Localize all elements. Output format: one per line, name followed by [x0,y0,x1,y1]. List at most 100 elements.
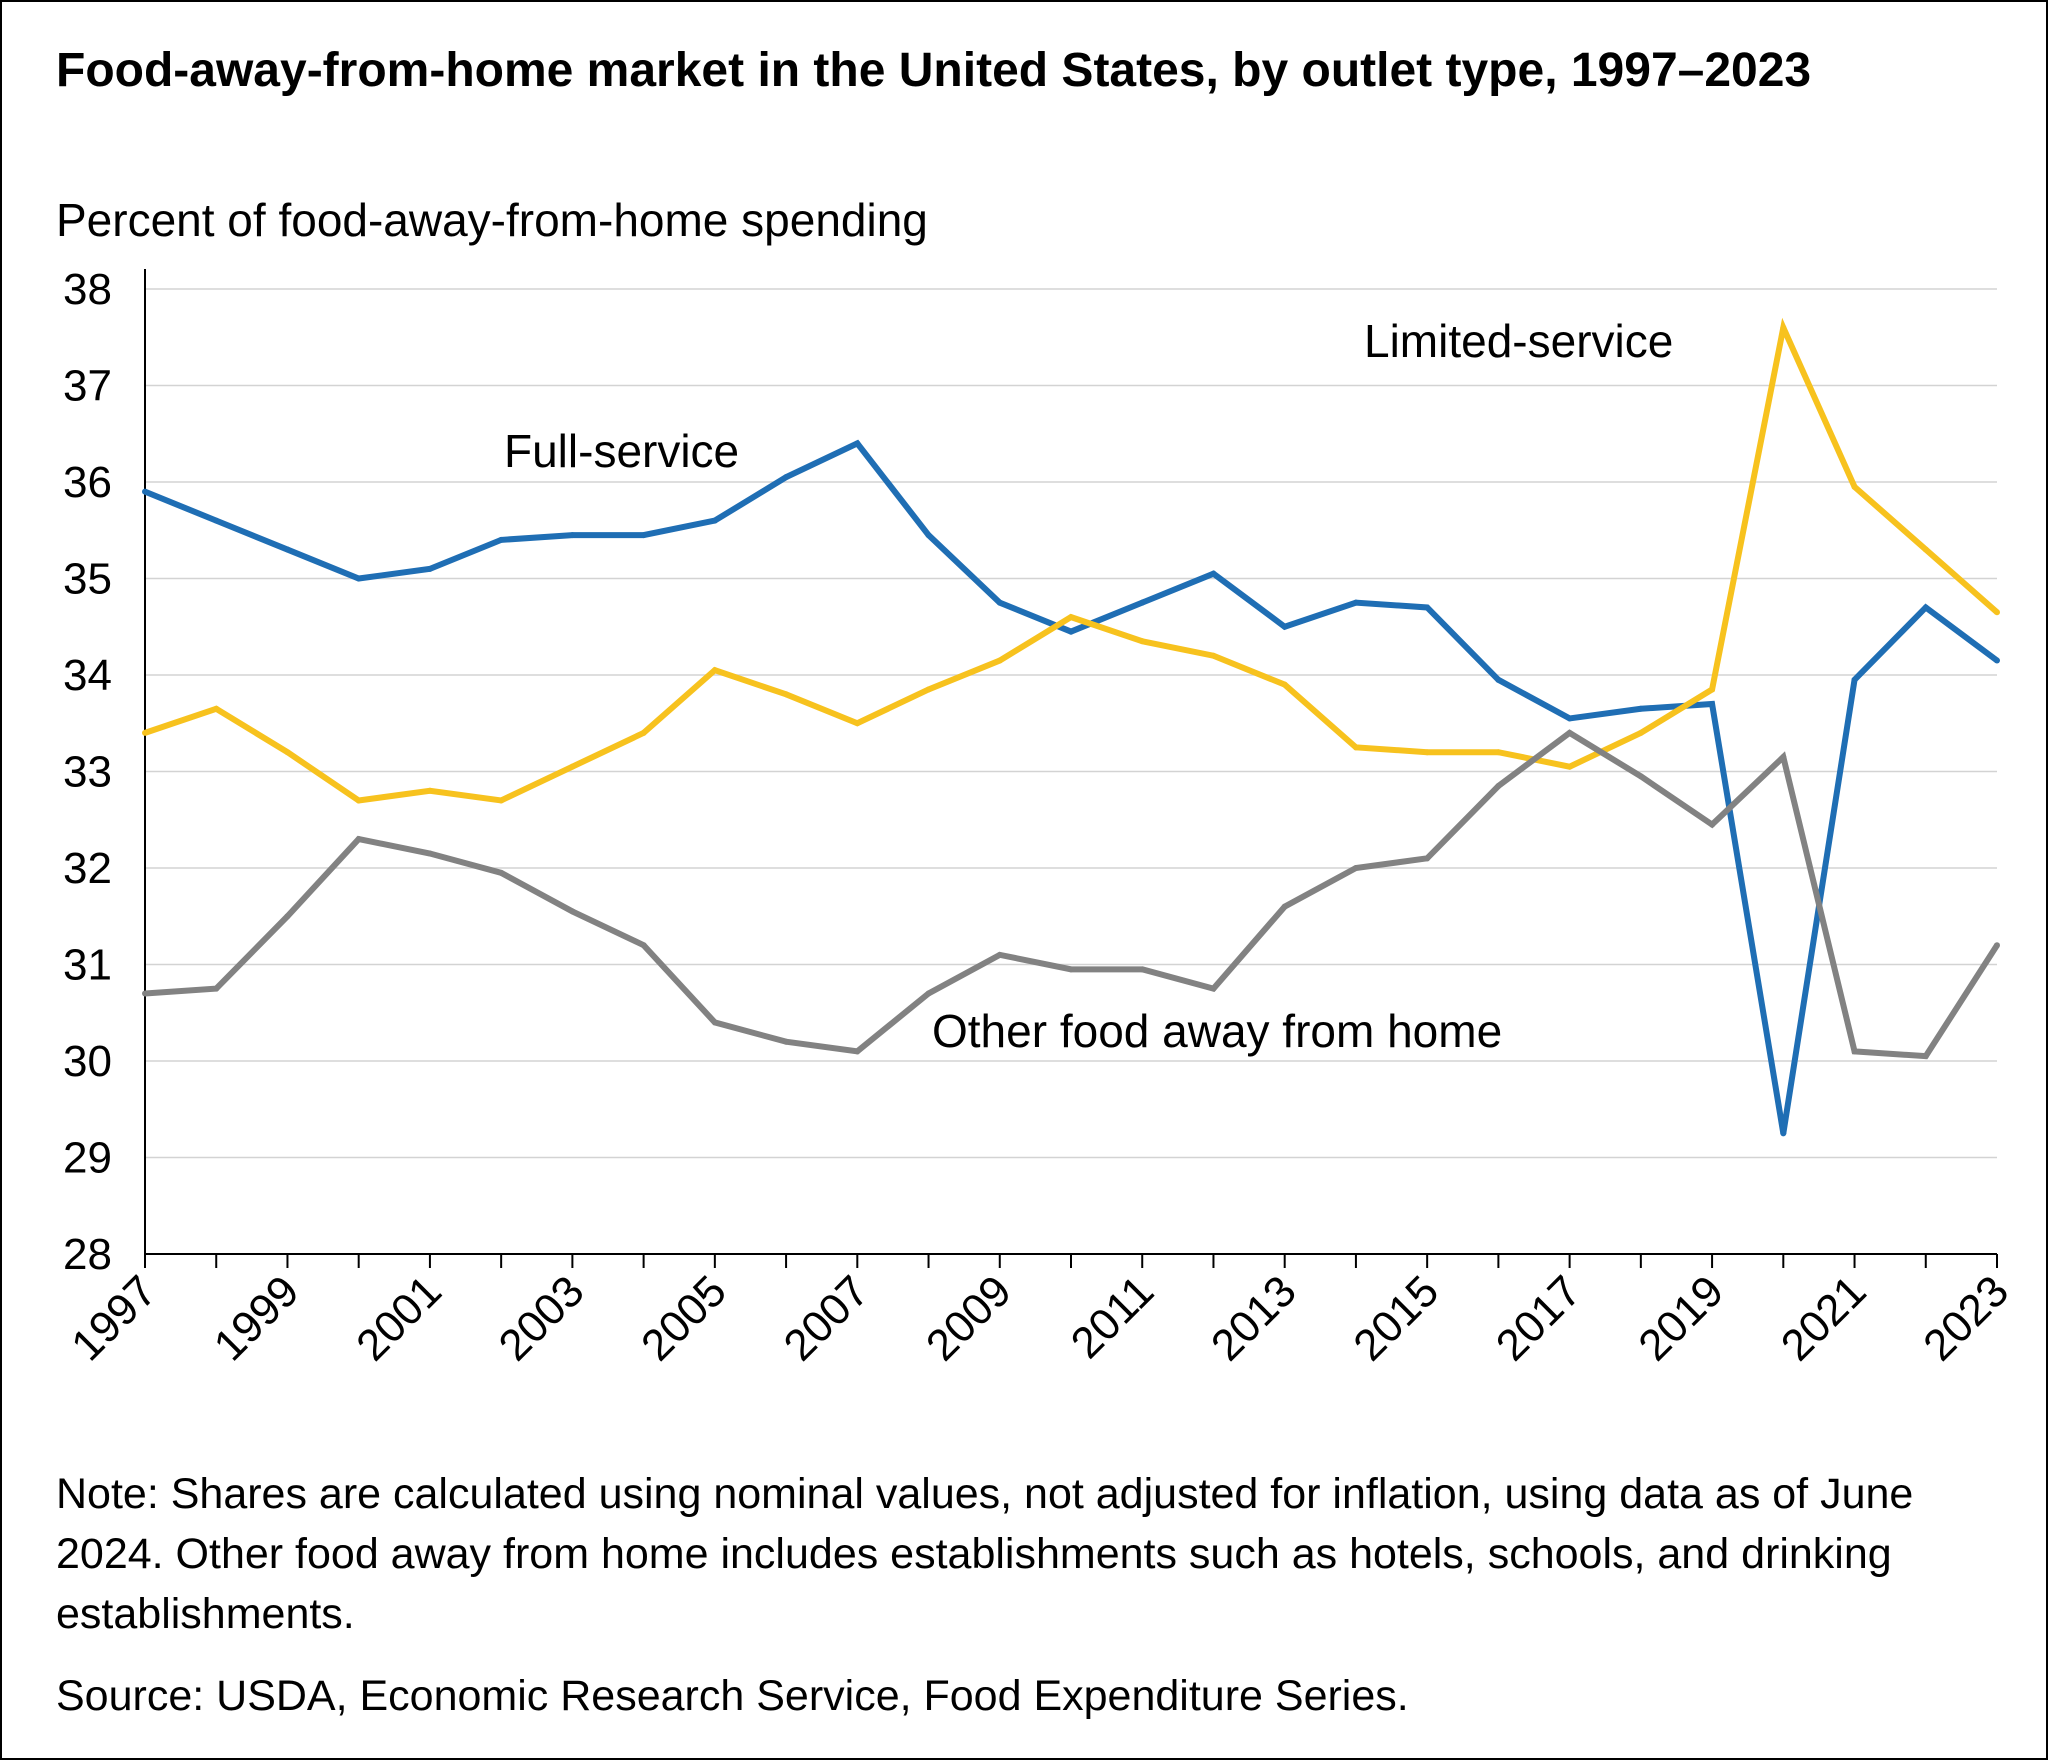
x-tick-label-1999: 1999 [205,1266,309,1370]
y-tick-label-36: 36 [63,458,112,507]
series-label-2: Other food away from home [932,1005,1502,1057]
data-point-2-2014 [1352,865,1359,871]
x-tick-label-2017: 2017 [1487,1266,1591,1370]
chart-note: Note: Shares are calculated using nomina… [56,1470,1914,1638]
data-point-2-2010 [1068,966,1074,973]
y-tick-label-31: 31 [63,941,112,990]
data-point-1-2001 [426,787,433,794]
data-point-1-2020 [1780,324,1787,331]
data-point-0-2019 [1709,700,1716,707]
data-point-0-1997 [142,488,148,495]
data-point-1-2013 [1281,681,1288,688]
x-tick-label-2003: 2003 [490,1266,594,1370]
data-point-0-2006 [783,474,790,481]
data-point-1-1998 [213,705,220,712]
data-point-2-1998 [213,985,220,992]
data-point-2-2000 [355,836,362,843]
data-point-2-2005 [711,1019,718,1026]
y-tick-label-38: 38 [63,265,112,314]
data-point-2-2023 [1994,942,2000,949]
data-point-2-2017 [1566,729,1573,736]
series-labels: Full-service Limited-service Other food aw… [504,315,1673,1057]
x-tick-label-2021: 2021 [1772,1266,1876,1370]
data-point-2-2001 [426,850,433,857]
data-point-1-2016 [1495,749,1502,756]
data-point-1-1997 [142,729,148,736]
y-tick-label-28: 28 [63,1230,112,1279]
data-point-1-2021 [1851,483,1858,490]
data-point-2-2009 [996,951,1003,958]
data-point-2-2011 [1139,966,1146,973]
x-tick-label-1997: 1997 [62,1266,166,1370]
data-point-1-2007 [854,720,861,727]
x-tick-label-2013: 2013 [1202,1266,1306,1370]
data-point-2-2004 [640,942,647,949]
data-point-0-2000 [355,575,362,582]
data-point-0-2007 [854,440,861,447]
data-point-2-2012 [1210,985,1217,992]
data-point-0-1999 [284,546,291,553]
data-point-0-2010 [1068,628,1074,635]
x-tick-label-2011: 2011 [1062,1266,1164,1368]
data-point-2-2007 [854,1048,861,1055]
data-point-0-2017 [1566,715,1573,722]
data-point-2-2013 [1281,903,1288,910]
data-point-0-1998 [213,517,220,524]
data-point-0-2011 [1139,599,1146,606]
data-point-1-2003 [569,763,576,770]
data-point-0-2004 [640,532,647,539]
y-tick-label-32: 32 [63,844,112,893]
x-tick-label-2015: 2015 [1344,1266,1448,1370]
gridlines [145,288,1997,1159]
data-point-1-2018 [1637,729,1644,736]
x-tick-label-2007: 2007 [775,1266,879,1370]
data-point-2-2020 [1780,754,1787,761]
y-tick-label-33: 33 [63,748,112,797]
data-point-0-2023 [1994,657,2000,664]
x-tick-label-2023: 2023 [1914,1266,2018,1370]
data-point-2-2021 [1851,1048,1858,1055]
data-point-1-2005 [711,667,718,674]
data-point-1-2008 [925,686,932,693]
y-tick-label-37: 37 [63,362,112,411]
data-point-1-2004 [640,729,647,736]
data-point-0-2015 [1424,604,1431,611]
data-point-2-2008 [925,990,932,997]
x-tick-label-2009: 2009 [917,1266,1021,1370]
data-point-2-1997 [142,990,148,997]
data-point-0-2020 [1780,1130,1787,1137]
data-point-0-2022 [1922,604,1929,611]
data-point-0-2003 [569,532,576,539]
data-point-1-2009 [996,657,1003,664]
data-point-2-1999 [284,913,291,920]
data-point-1-2002 [498,797,505,804]
data-point-0-2001 [426,565,433,572]
y-tick-label-30: 30 [63,1037,112,1086]
data-point-1-2023 [1994,609,2000,616]
data-point-0-2002 [498,536,505,543]
data-point-1-2015 [1424,749,1431,756]
series-label-1: Limited-service [1364,315,1673,367]
data-point-2-2002 [498,869,505,876]
data-point-0-2018 [1637,705,1644,712]
x-tick-label-2005: 2005 [632,1266,736,1370]
data-point-2-2006 [783,1038,790,1045]
data-point-1-2017 [1566,763,1573,770]
data-point-0-2013 [1281,623,1288,630]
data-point-0-2021 [1851,676,1858,683]
data-point-1-1999 [284,749,291,756]
data-point-2-2018 [1637,773,1644,780]
data-point-2-2022 [1922,1053,1929,1060]
axes: 28 29 30 31 32 33 34 35 36 37 38 1997 1999 2001 2003 20… [62,265,2018,1370]
y-axis-label: Percent of food-away-from-home spending [56,194,928,246]
data-point-1-2006 [783,691,790,698]
series-lines [142,317,2000,1137]
y-tick-label-35: 35 [63,555,112,604]
chart-source: Source: USDA, Economic Research Service,… [56,1672,1409,1720]
data-point-1-2014 [1352,744,1359,751]
data-point-0-2016 [1495,676,1502,683]
data-point-0-2008 [925,532,932,539]
y-tick-label-34: 34 [63,651,112,700]
